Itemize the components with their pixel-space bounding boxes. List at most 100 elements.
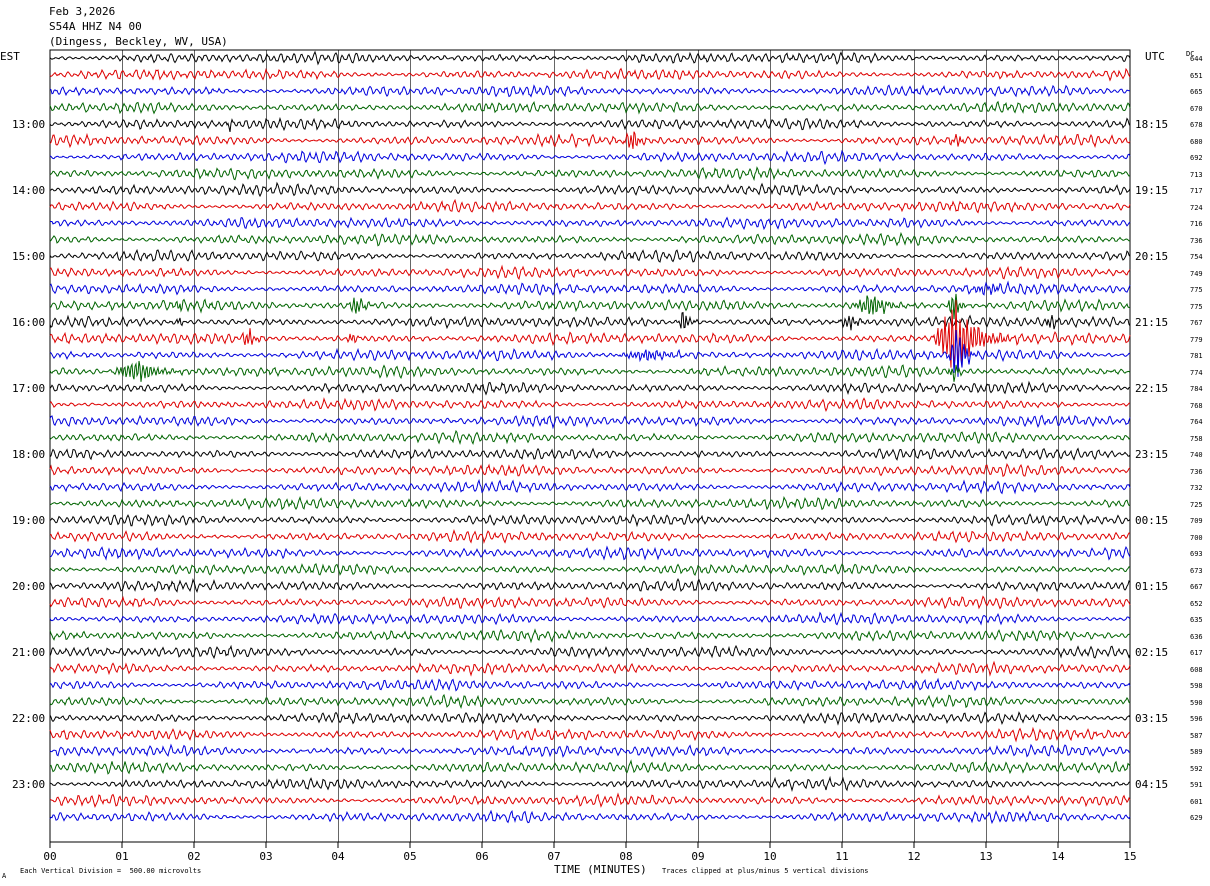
dc-offset-label: 596 (1190, 715, 1203, 723)
x-tick-label: 03 (259, 850, 272, 863)
dc-offset-label: 700 (1190, 533, 1203, 542)
trace-row (49, 545, 1131, 561)
x-tick-label: 10 (763, 850, 776, 863)
dc-offset-label: 713 (1190, 170, 1203, 179)
trace-row (49, 198, 1131, 214)
dc-offset-label: 601 (1190, 797, 1203, 806)
dc-offset-label: 732 (1190, 484, 1203, 492)
right-hour-label: 20:15 (1135, 250, 1169, 263)
trace-row (49, 726, 1131, 743)
trace-row (49, 677, 1131, 692)
x-tick-label: 14 (1051, 850, 1065, 863)
dc-offset-label: 774 (1190, 368, 1203, 377)
left-hour-label: 13:00 (12, 118, 46, 131)
x-tick-label: 07 (547, 850, 560, 863)
dc-offset-label: 754 (1190, 253, 1203, 261)
corner-mark: A (2, 872, 7, 880)
trace-row (49, 293, 1131, 320)
x-tick-label: 04 (331, 850, 345, 863)
trace-row (49, 660, 1131, 677)
left-hour-label: 22:00 (12, 712, 46, 725)
trace-row (49, 131, 1131, 149)
station-id: S54A HHZ N4 00 (49, 20, 142, 33)
trace-row (49, 311, 1131, 331)
left-hour-label: 14:00 (12, 184, 46, 197)
right-timezone-label: UTC (1145, 50, 1165, 63)
right-hour-label: 02:15 (1135, 646, 1169, 659)
left-hour-label: 20:00 (12, 580, 46, 593)
trace-row (49, 563, 1131, 577)
dc-offset-label: 709 (1190, 517, 1203, 525)
dc-offset-label: 767 (1190, 319, 1203, 327)
trace-row (49, 578, 1131, 594)
dc-offset-label: 740 (1190, 451, 1203, 459)
trace-row (49, 149, 1131, 166)
x-tick-label: 08 (619, 850, 632, 863)
dc-offset-label: 779 (1190, 335, 1203, 344)
trace-row (49, 644, 1131, 660)
trace-row (49, 264, 1131, 281)
dc-offset-label: 670 (1190, 104, 1203, 113)
left-timezone-label: EST (0, 50, 20, 63)
right-hour-label: 03:15 (1135, 712, 1169, 725)
left-hour-label: 16:00 (12, 316, 46, 329)
trace-row (49, 414, 1131, 430)
trace-row (49, 429, 1131, 446)
trace-row (49, 100, 1131, 115)
station-location: (Dingess, Beckley, WV, USA) (49, 35, 228, 48)
scale-note: Each Vertical Division = 500.00 microvol… (20, 867, 202, 875)
x-tick-label: 06 (475, 850, 488, 863)
trace-row (49, 248, 1131, 263)
x-tick-label: 02 (187, 850, 200, 863)
dc-offset-label: 736 (1190, 467, 1203, 476)
trace-row (49, 792, 1131, 808)
dc-offset-label: 589 (1190, 748, 1203, 756)
trace-row (49, 50, 1131, 66)
clip-note: Traces clipped at plus/minus 5 vertical … (662, 867, 869, 875)
dc-offset-label: 764 (1190, 418, 1203, 426)
dc-offset-label: 592 (1190, 764, 1203, 773)
dc-offset-label: 591 (1190, 781, 1203, 789)
dc-offset-label: 598 (1190, 682, 1203, 690)
trace-row (49, 166, 1131, 182)
trace-row (49, 775, 1131, 792)
left-hour-label: 15:00 (12, 250, 46, 263)
right-hour-label: 22:15 (1135, 382, 1169, 395)
plot-date: Feb 3,2026 (49, 5, 116, 18)
x-tick-label: 13 (979, 850, 992, 863)
left-hour-label: 23:00 (12, 778, 46, 791)
dc-offset-label: 758 (1190, 434, 1203, 443)
right-hour-label: 21:15 (1135, 316, 1169, 329)
trace-row (49, 380, 1131, 396)
trace-row (49, 462, 1131, 477)
x-tick-label: 12 (907, 850, 920, 863)
trace-row (49, 280, 1131, 296)
right-hour-label: 18:15 (1135, 118, 1169, 131)
right-hour-label: 04:15 (1135, 778, 1169, 791)
trace-row (49, 67, 1131, 82)
dc-offset-label: 587 (1190, 731, 1203, 740)
dc-offset-label: 725 (1190, 500, 1203, 509)
trace-row (49, 300, 1131, 374)
right-hour-label: 19:15 (1135, 184, 1169, 197)
plot-frame (49, 49, 1131, 843)
dc-offset-label: 736 (1190, 236, 1203, 245)
x-tick-label: 01 (115, 850, 128, 863)
dc-offset-label: 635 (1190, 616, 1203, 624)
traces (49, 50, 1131, 825)
trace-row (49, 495, 1131, 511)
trace-row (49, 693, 1131, 710)
trace-row (49, 759, 1131, 775)
x-tick-label: 09 (691, 850, 704, 863)
left-hour-label: 18:00 (12, 448, 46, 461)
dc-offset-label: 590 (1190, 698, 1203, 707)
dc-offset-label: 693 (1190, 550, 1203, 558)
dc-offset-label: 724 (1190, 203, 1203, 212)
x-tick-label: 00 (43, 850, 56, 863)
trace-row (49, 231, 1131, 247)
dc-offset-label: 617 (1190, 649, 1203, 657)
x-tick-label: 05 (403, 850, 416, 863)
x-axis: 00 01 02 03 04 05 06 07 08 09 10 11 12 13 14 15 (43, 842, 1137, 863)
dc-offset-label: 692 (1190, 154, 1203, 162)
